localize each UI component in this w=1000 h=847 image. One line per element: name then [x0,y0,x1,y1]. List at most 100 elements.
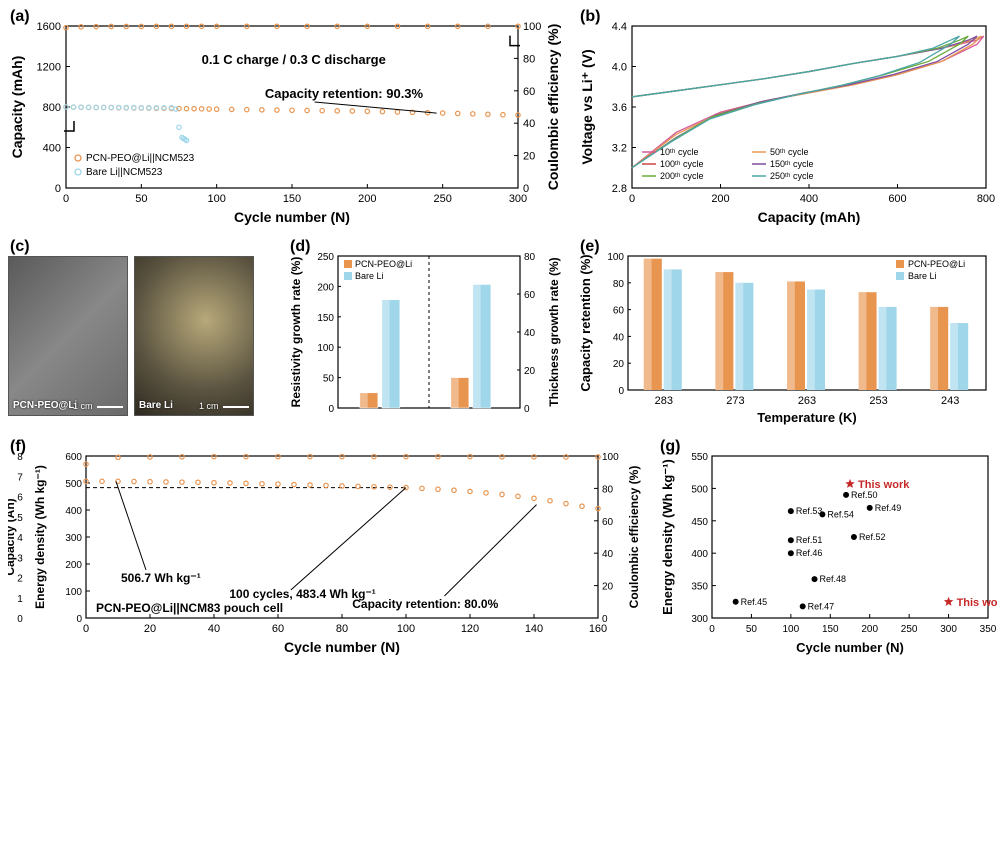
svg-text:300: 300 [940,624,957,635]
svg-text:This work: This work [858,479,910,491]
svg-text:50: 50 [323,374,335,385]
svg-text:250: 250 [317,252,334,263]
svg-text:Cycle number (N): Cycle number (N) [234,209,350,225]
svg-text:100: 100 [602,452,619,463]
svg-text:10ᵗʰ cycle: 10ᵗʰ cycle [660,147,698,157]
svg-text:40: 40 [523,118,535,130]
svg-text:200: 200 [317,282,334,293]
svg-text:PCN-PEO@Li: PCN-PEO@Li [355,259,412,269]
svg-text:253: 253 [869,395,887,407]
row-cde: (c) PCN-PEO@Li 1 cm Bare Li 1 cm [8,238,998,428]
svg-text:40: 40 [602,549,614,560]
svg-text:Capacity retention: 80.0%: Capacity retention: 80.0% [352,597,498,611]
svg-text:140: 140 [525,623,543,635]
svg-text:273: 273 [726,395,744,407]
svg-text:20: 20 [602,582,614,593]
svg-text:Resistivity growth rate (%): Resistivity growth rate (%) [289,257,303,408]
svg-text:0: 0 [523,183,529,195]
svg-text:0: 0 [618,386,624,397]
chart-e: 020406080100Capacity retention (%)Temper… [578,238,998,428]
svg-text:20: 20 [523,151,535,163]
svg-text:Ref.48: Ref.48 [820,574,847,584]
svg-text:Coulombic efficiency (%): Coulombic efficiency (%) [545,24,561,190]
panel-a-label: (a) [10,8,30,26]
panel-a: (a) 050100150200250300040080012001600020… [8,8,568,228]
svg-text:50: 50 [135,193,147,205]
svg-text:Cycle number (N): Cycle number (N) [796,640,904,655]
svg-text:0: 0 [17,614,23,625]
svg-text:100: 100 [523,21,541,33]
panel-d: (d) 050100150200250020406080Resistivity … [288,238,568,428]
svg-text:0: 0 [524,404,530,415]
photo-cap-pcn: PCN-PEO@Li [13,400,77,411]
svg-text:Ref.52: Ref.52 [859,532,886,542]
svg-text:Temperature (K): Temperature (K) [757,410,856,425]
chart-a: 0501001502002503000400800120016000204060… [8,8,568,228]
svg-text:80: 80 [524,252,536,263]
svg-text:400: 400 [65,506,82,517]
svg-text:4: 4 [17,533,23,544]
svg-text:506.7 Wh kg⁻¹: 506.7 Wh kg⁻¹ [121,571,201,585]
chart-d: 050100150200250020406080Resistivity grow… [288,238,568,428]
svg-text:200: 200 [711,193,729,205]
svg-text:PCN-PEO@Li||NCM83 pouch cell: PCN-PEO@Li||NCM83 pouch cell [96,601,283,615]
svg-text:500: 500 [65,479,82,490]
svg-text:2: 2 [17,574,23,585]
photo-bare: Bare Li 1 cm [134,256,254,416]
photo-scale-bare: 1 cm [199,401,249,411]
svg-text:Ref.50: Ref.50 [851,490,878,500]
svg-text:Capacity retention: 90.3%: Capacity retention: 90.3% [265,86,424,101]
svg-text:Capacity retention (%): Capacity retention (%) [578,254,593,391]
photo-scale-pcn: 1 cm [73,401,123,411]
svg-text:60: 60 [613,306,625,317]
svg-text:60: 60 [272,623,284,635]
svg-text:Thickness growth rate (%): Thickness growth rate (%) [547,257,561,406]
panel-f: (f) 020406080100120140160012345678010020… [8,438,648,658]
svg-text:40: 40 [613,332,625,343]
panel-b-label: (b) [580,8,600,26]
chart-f: 0204060801001201401600123456780100200300… [8,438,648,658]
panel-f-label: (f) [10,438,26,456]
svg-text:300: 300 [691,614,708,625]
svg-text:Ref.53: Ref.53 [796,506,823,516]
svg-text:80: 80 [602,484,614,495]
svg-text:20: 20 [524,366,536,377]
svg-text:100: 100 [207,193,225,205]
svg-text:120: 120 [461,623,479,635]
panel-b: (b) 02004006008002.83.23.64.04.4Capacity… [578,8,998,228]
svg-text:7: 7 [17,472,23,483]
svg-text:100ᵗʰ cycle: 100ᵗʰ cycle [660,159,703,169]
svg-text:20: 20 [613,359,625,370]
svg-text:Capacity (Ah): Capacity (Ah) [8,498,17,575]
svg-text:Bare Li||NCM523: Bare Li||NCM523 [86,167,163,178]
svg-text:0: 0 [63,193,69,205]
svg-text:0: 0 [328,404,334,415]
svg-text:80: 80 [523,53,535,65]
panel-d-label: (d) [290,238,310,256]
svg-text:60: 60 [602,517,614,528]
photo-pcn: PCN-PEO@Li 1 cm [8,256,128,416]
svg-text:150: 150 [317,313,334,324]
svg-text:Energy density (Wh kg⁻¹): Energy density (Wh kg⁻¹) [660,459,675,615]
svg-text:350: 350 [691,582,708,593]
svg-text:20: 20 [144,623,156,635]
svg-text:200: 200 [358,193,376,205]
svg-text:Voltage vs Li⁺ (V): Voltage vs Li⁺ (V) [579,49,595,164]
svg-text:150ᵗʰ cycle: 150ᵗʰ cycle [770,159,813,169]
svg-text:0.1 C charge / 0.3 C discharge: 0.1 C charge / 0.3 C discharge [202,52,386,67]
svg-text:4.0: 4.0 [612,62,627,74]
svg-text:1: 1 [17,594,23,605]
svg-text:Energy density (Wh kg⁻¹): Energy density (Wh kg⁻¹) [33,465,47,609]
svg-text:50: 50 [746,624,758,635]
svg-text:80: 80 [336,623,348,635]
svg-text:3: 3 [17,553,23,564]
svg-text:4.4: 4.4 [612,21,627,33]
svg-text:150: 150 [283,193,301,205]
row-fg: (f) 020406080100120140160012345678010020… [8,438,998,658]
svg-text:243: 243 [941,395,959,407]
svg-text:450: 450 [691,517,708,528]
svg-text:600: 600 [65,452,82,463]
svg-text:0: 0 [76,614,82,625]
svg-text:400: 400 [800,193,818,205]
svg-text:500: 500 [691,484,708,495]
